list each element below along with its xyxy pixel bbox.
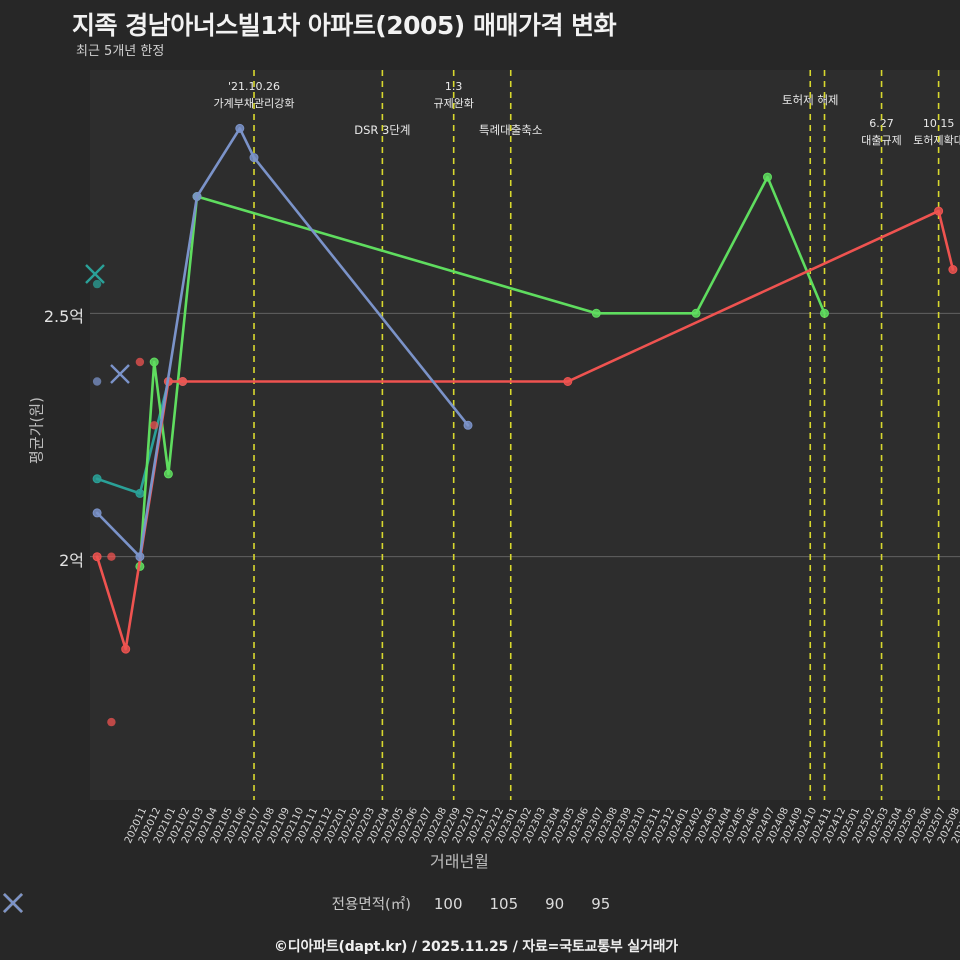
isolated-point-95 — [92, 377, 102, 386]
plot-area-background — [90, 70, 960, 800]
series-point-105 — [763, 172, 772, 182]
legend-item-100[interactable]: 100 — [3, 893, 463, 913]
series-point-105 — [691, 308, 701, 318]
series-point-105 — [149, 357, 159, 367]
series-point-105 — [820, 308, 829, 318]
event-annotation-line: 10.15 — [922, 117, 955, 130]
event-annotation-line: 6.27 — [869, 117, 894, 130]
isolated-point-100 — [92, 279, 102, 289]
series-point-90 — [948, 265, 958, 274]
series-point-90 — [178, 377, 188, 386]
legend-title: 전용면적(㎡) — [331, 897, 411, 913]
x-marker-100 — [85, 264, 105, 284]
series-point-90 — [92, 552, 102, 562]
y-tick-label: 2억 — [59, 550, 84, 570]
series-point-95 — [135, 552, 145, 562]
isolated-point-90 — [150, 421, 159, 430]
series-point-95 — [192, 192, 202, 201]
chart-subtitle: 최근 5개년 한정 — [76, 44, 165, 59]
y-tick-label: 2.5억 — [43, 307, 84, 327]
x-marker-95 — [110, 364, 130, 384]
series-point-90 — [121, 644, 131, 654]
series-point-100 — [135, 488, 145, 498]
legend-label: 100 — [433, 894, 463, 913]
footer-text: ©디아파트(dapt.kr) / 2025.11.25 / 자료=국토교통부 실… — [273, 939, 678, 955]
series-point-95 — [249, 153, 259, 163]
legend-label: 95 — [591, 894, 611, 913]
series-line-90 — [95, 209, 955, 651]
series-point-100 — [92, 474, 102, 484]
legend-item-105[interactable]: 105 — [3, 893, 519, 913]
legend-x-icon — [3, 893, 23, 913]
footer-credit: ©디아파트(dapt.kr) / 2025.11.25 / 자료=국토교통부 실… — [0, 936, 960, 956]
legend-item-95[interactable]: 95 — [3, 893, 611, 913]
page-title: 지족 경남아너스빌1차 아파트(2005) 매매가격 변화 — [72, 11, 617, 40]
series-point-95 — [235, 123, 245, 133]
legend: 전용면적(㎡) 100 105 90 95 — [0, 893, 960, 914]
series-point-95 — [463, 420, 473, 430]
legend-item-90[interactable]: 90 — [3, 893, 565, 913]
series-line-105 — [138, 175, 826, 568]
isolated-point-90 — [107, 552, 116, 561]
legend-label: 105 — [489, 894, 519, 913]
series-point-90 — [934, 206, 944, 216]
event-annotation-line: 토허제확대 — [913, 134, 960, 147]
series-line-95 — [95, 127, 470, 559]
series-point-95 — [92, 508, 102, 518]
isolated-point-90 — [135, 357, 145, 367]
series-point-105 — [163, 469, 173, 479]
series-point-90 — [563, 377, 573, 386]
x-axis-label: 거래년월 — [430, 852, 489, 871]
legend-label: 90 — [545, 894, 565, 913]
legend-items: 100 105 90 95 — [3, 893, 628, 913]
isolated-point-90 — [107, 717, 116, 727]
legend-marker-icon — [3, 893, 23, 913]
event-annotation-label: 10.15 토허제확대 — [913, 115, 960, 149]
series-point-105 — [591, 308, 601, 318]
